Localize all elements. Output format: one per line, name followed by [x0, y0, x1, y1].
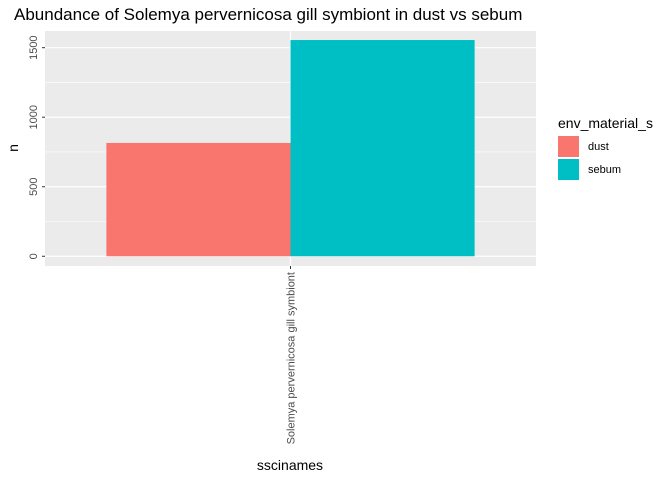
y-tick-label: 0	[28, 253, 40, 259]
legend-label-sebum: sebum	[588, 164, 621, 176]
legend-title: env_material_s	[558, 115, 653, 131]
legend-key-sebum	[558, 159, 579, 180]
chart-title: Abundance of Solemya pervernicosa gill s…	[14, 5, 522, 24]
legend-label-dust: dust	[588, 141, 609, 153]
legend-key-dust	[558, 136, 579, 157]
bar-dust	[106, 142, 291, 257]
bars	[106, 40, 475, 257]
x-axis-ticks: Solemya pervernicosa gill symbiont	[286, 266, 298, 444]
x-tick-label: Solemya pervernicosa gill symbiont	[286, 272, 298, 444]
y-tick-label: 500	[28, 178, 40, 196]
bar-sebum	[290, 40, 475, 257]
y-axis-title: n	[5, 144, 21, 152]
x-axis-title: sscinames	[257, 457, 323, 473]
legend: env_material_s dust sebum	[558, 115, 653, 180]
y-tick-label: 1000	[28, 105, 40, 129]
y-tick-label: 1500	[28, 35, 40, 59]
y-axis-ticks: 0 500 1000 1500	[28, 35, 45, 259]
